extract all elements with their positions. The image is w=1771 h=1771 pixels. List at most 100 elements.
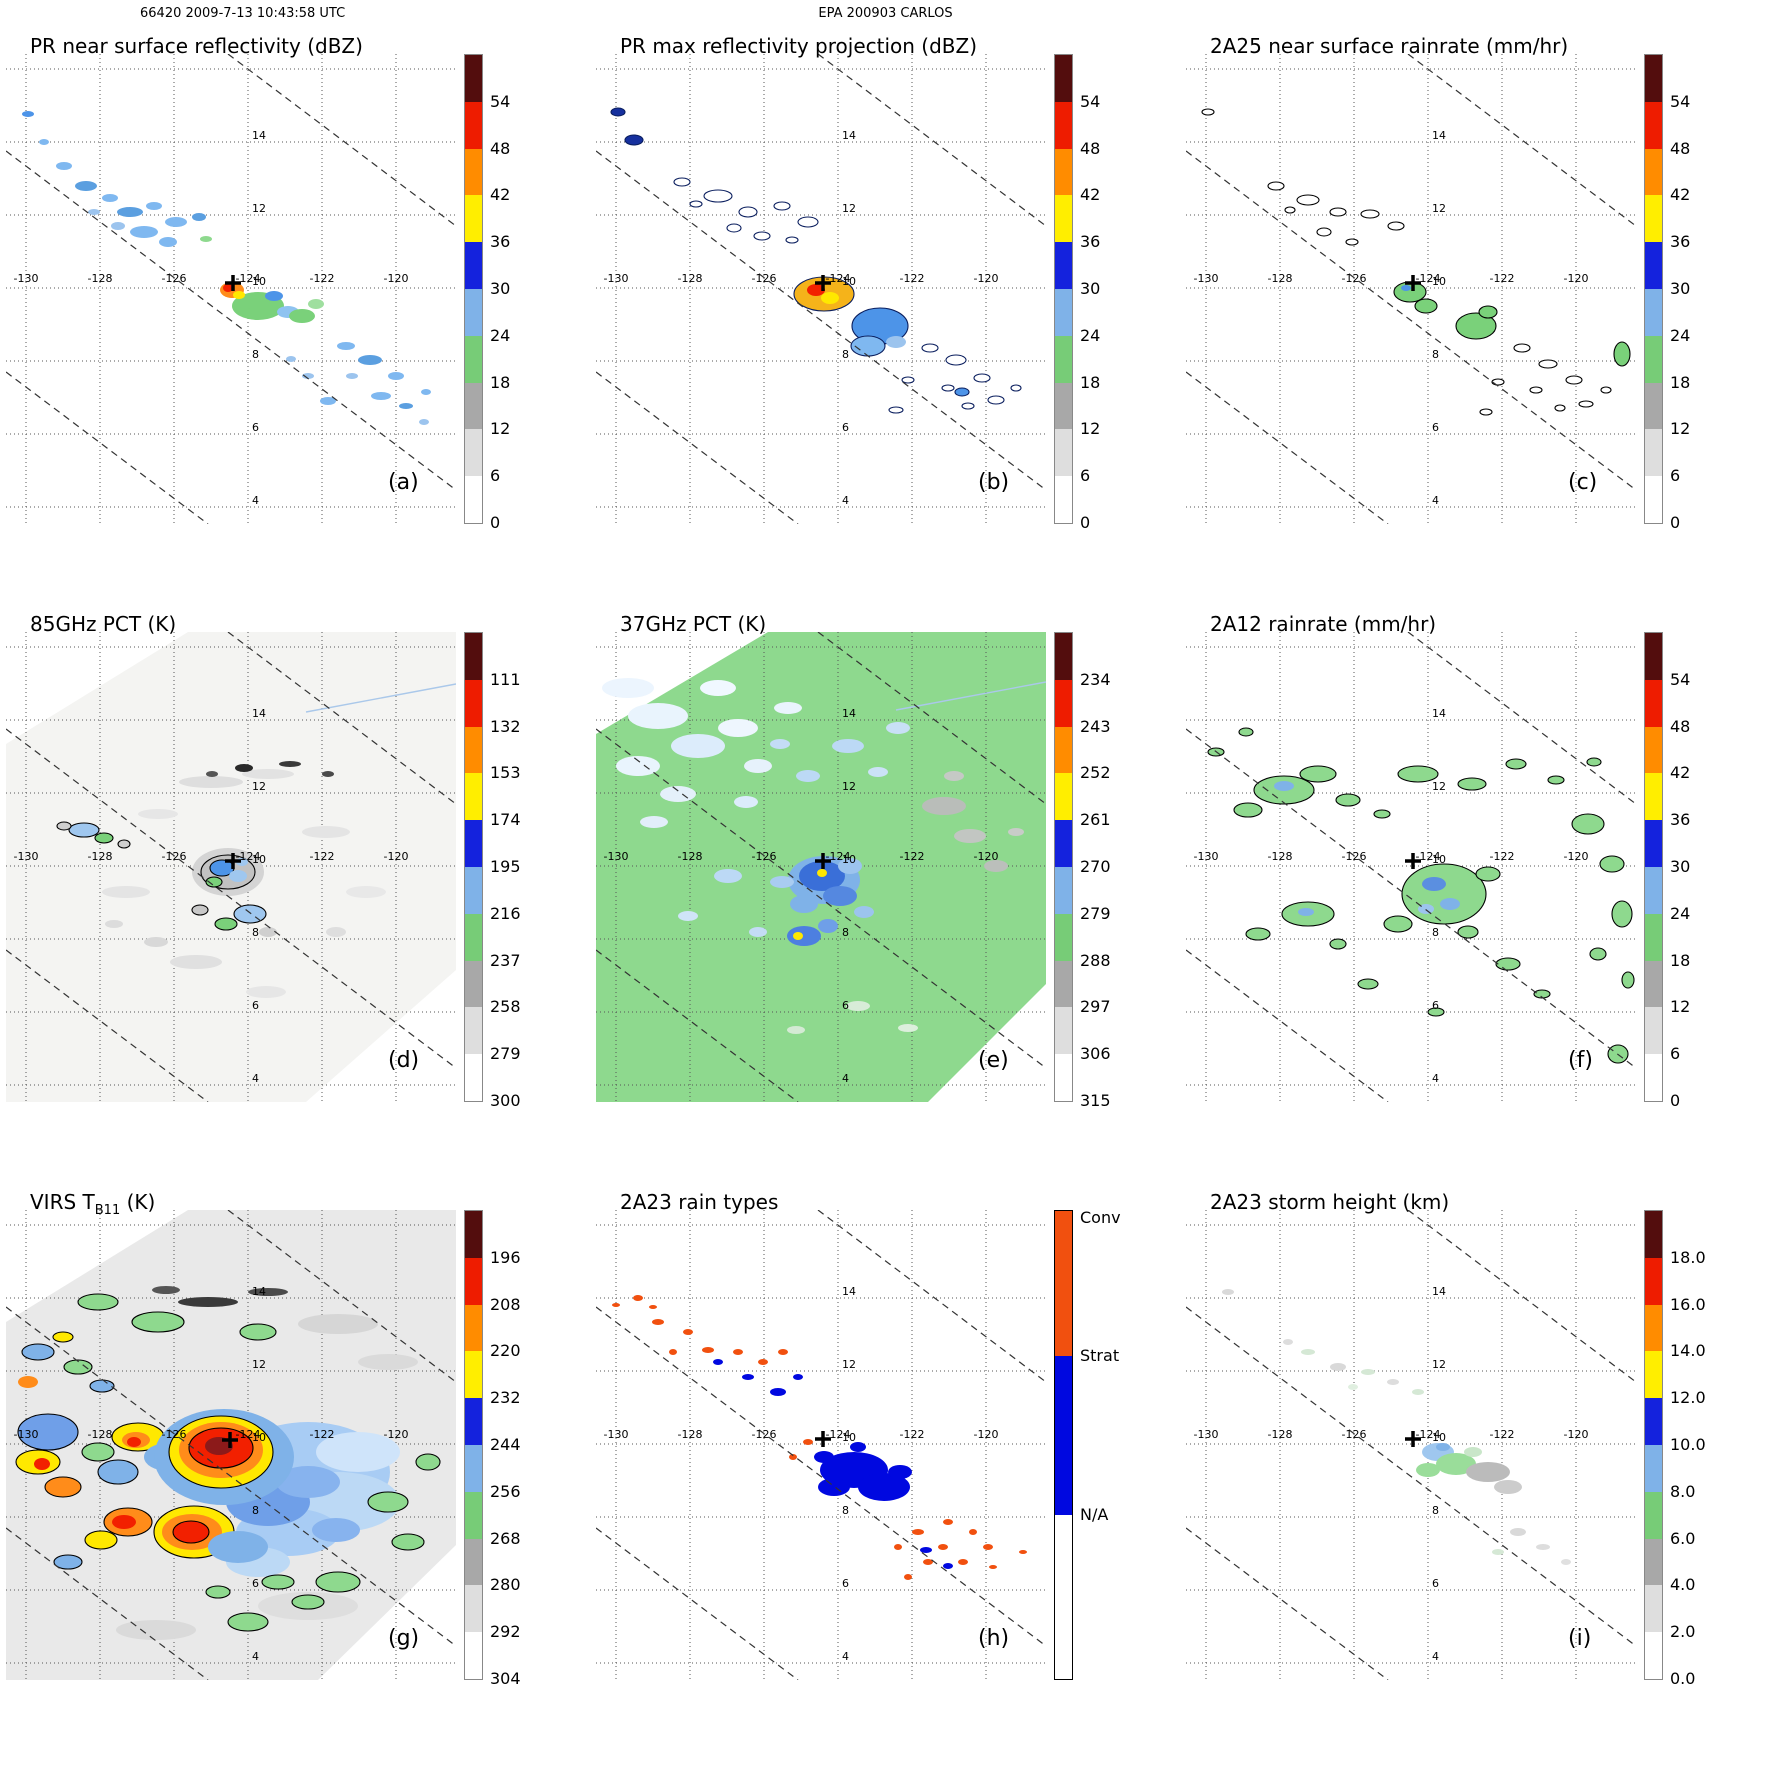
data-blob (742, 1374, 754, 1380)
lon-label: -126 (752, 1428, 777, 1441)
colorbar-segment (465, 476, 482, 523)
lat-label: 6 (1432, 999, 1439, 1012)
lon-label: -130 (14, 272, 39, 285)
lon-label: -126 (752, 272, 777, 285)
colorbar-h (1054, 1210, 1073, 1680)
colorbar-segment (465, 1351, 482, 1399)
colorbar-segment (1055, 960, 1072, 1008)
colorbar-tick: 234 (1080, 669, 1111, 689)
panel-a: -130 -128 -126 -124 -122 -120 14 12 10 8 6 4 PR near… (0, 26, 590, 604)
data-blob (358, 355, 382, 365)
colorbar-tick: 16.0 (1670, 1294, 1706, 1314)
data-blob (1466, 1462, 1510, 1482)
data-blob (1397, 765, 1439, 783)
data-blob (1393, 281, 1427, 303)
data-blob (774, 702, 802, 714)
colorbar-segment (465, 679, 482, 727)
data-blob (1513, 343, 1531, 353)
data-blob (248, 1288, 288, 1296)
colorbar-segment (1645, 429, 1662, 477)
lat-label: 14 (1432, 707, 1446, 720)
colorbar-segment (1055, 242, 1072, 289)
panel-letter-a: (a) (388, 470, 419, 495)
map-e: -130 -128 -126 -124 -122 -120 14 12 10 8 6 4 (596, 632, 1046, 1102)
map-d: -130 -128 -126 -124 -122 -120 14 12 10 8 6 4 (6, 632, 456, 1102)
data-blob (1283, 1339, 1293, 1345)
panel-title-c: 2A25 near surface rainrate (mm/hr) (1210, 34, 1568, 58)
colorbar-tick: 48 (1670, 716, 1691, 736)
colorbar-tick: 42 (1080, 185, 1101, 205)
data-features (56, 683, 456, 998)
lon-label: -126 (162, 272, 187, 285)
data-blob (223, 284, 233, 292)
panel-title-b: PR max reflectivity projection (dBZ) (620, 34, 977, 58)
data-blob (229, 870, 247, 882)
data-blob (983, 1544, 993, 1550)
panel-title-a: PR near surface reflectivity (dBZ) (30, 34, 363, 58)
data-blob (785, 236, 799, 244)
colorbar-ticks-f: 54 48 42 36 30 24 18 12 6 0 (1670, 632, 1744, 1110)
colorbar-tick: Strat (1080, 1346, 1120, 1366)
data-blob (75, 181, 97, 191)
swath-edge-dashed (1186, 949, 1389, 1102)
data-blob (1361, 1369, 1375, 1375)
scan-header: 66420 2009-7-13 10:43:58 UTC (140, 6, 346, 21)
colorbar-tick: 196 (490, 1247, 521, 1267)
data-blob (793, 932, 803, 940)
lat-label: 10 (1432, 275, 1446, 288)
colorbar-tick: 36 (1670, 810, 1691, 830)
lat-label: 10 (252, 275, 266, 288)
data-blob (1345, 238, 1359, 246)
colorbar-tick: N/A (1080, 1505, 1109, 1525)
lon-label: -130 (604, 272, 629, 285)
data-blob (1440, 898, 1460, 910)
lat-label: 4 (1432, 494, 1439, 507)
data-blob (214, 917, 238, 931)
data-blob (894, 1544, 902, 1550)
lon-label: -128 (1268, 850, 1293, 863)
data-blob (1578, 400, 1594, 408)
graticule-grid (1186, 1210, 1636, 1680)
colorbar-segment (1645, 195, 1662, 243)
colorbar-tick: 232 (490, 1388, 521, 1408)
colorbar-segment (465, 1632, 482, 1679)
geo-labels: -130 -128 -126 -124 -122 -120 14 12 10 8 6 4 (14, 129, 409, 507)
data-blob (102, 194, 118, 202)
data-blob (858, 1473, 910, 1501)
panel-letter-d: (d) (388, 1048, 420, 1073)
data-blob (1464, 1447, 1482, 1457)
colorbar-segment (1645, 1257, 1662, 1305)
data-blob (178, 1297, 238, 1307)
swath-edge-dashed (1186, 1527, 1389, 1680)
data-blob (700, 680, 736, 696)
lat-label: 12 (842, 202, 856, 215)
data-blob (56, 821, 72, 831)
data-blob (1008, 828, 1024, 836)
data-blob (1418, 904, 1434, 914)
colorbar-tick: 12 (1670, 419, 1691, 439)
colorbar-segment (465, 866, 482, 914)
data-blob (358, 1354, 418, 1370)
data-blob (1561, 1559, 1571, 1565)
lon-label: -122 (1490, 850, 1515, 863)
data-blob (94, 832, 114, 844)
swath-edge-dashed (1186, 371, 1389, 524)
colorbar-tick: 24 (1080, 325, 1101, 345)
lon-label: -126 (1342, 272, 1367, 285)
lon-label: -122 (1490, 1428, 1515, 1441)
data-blob (1245, 927, 1271, 941)
colorbar-tick: 12.0 (1670, 1388, 1706, 1408)
swath-edge-dashed (1186, 150, 1636, 491)
colorbar-segment (1055, 820, 1072, 867)
colorbar-tick: 6 (1080, 466, 1091, 486)
colorbar-segment (465, 55, 482, 102)
colorbar-ticks-h: Conv Strat N/A (1080, 1208, 1154, 1680)
geo-labels: -130 -128 -126 -124 -122 -120 14 12 10 8 6 4 (1194, 1285, 1589, 1663)
data-blob (793, 1374, 803, 1380)
data-features (1201, 108, 1631, 416)
panel-title-text: PR max reflectivity projection (dBZ) (620, 34, 978, 58)
colorbar-segment (1645, 726, 1662, 774)
storm-center-marker (225, 853, 241, 869)
colorbar-segment (465, 382, 482, 430)
storm-center-marker (1405, 853, 1421, 869)
